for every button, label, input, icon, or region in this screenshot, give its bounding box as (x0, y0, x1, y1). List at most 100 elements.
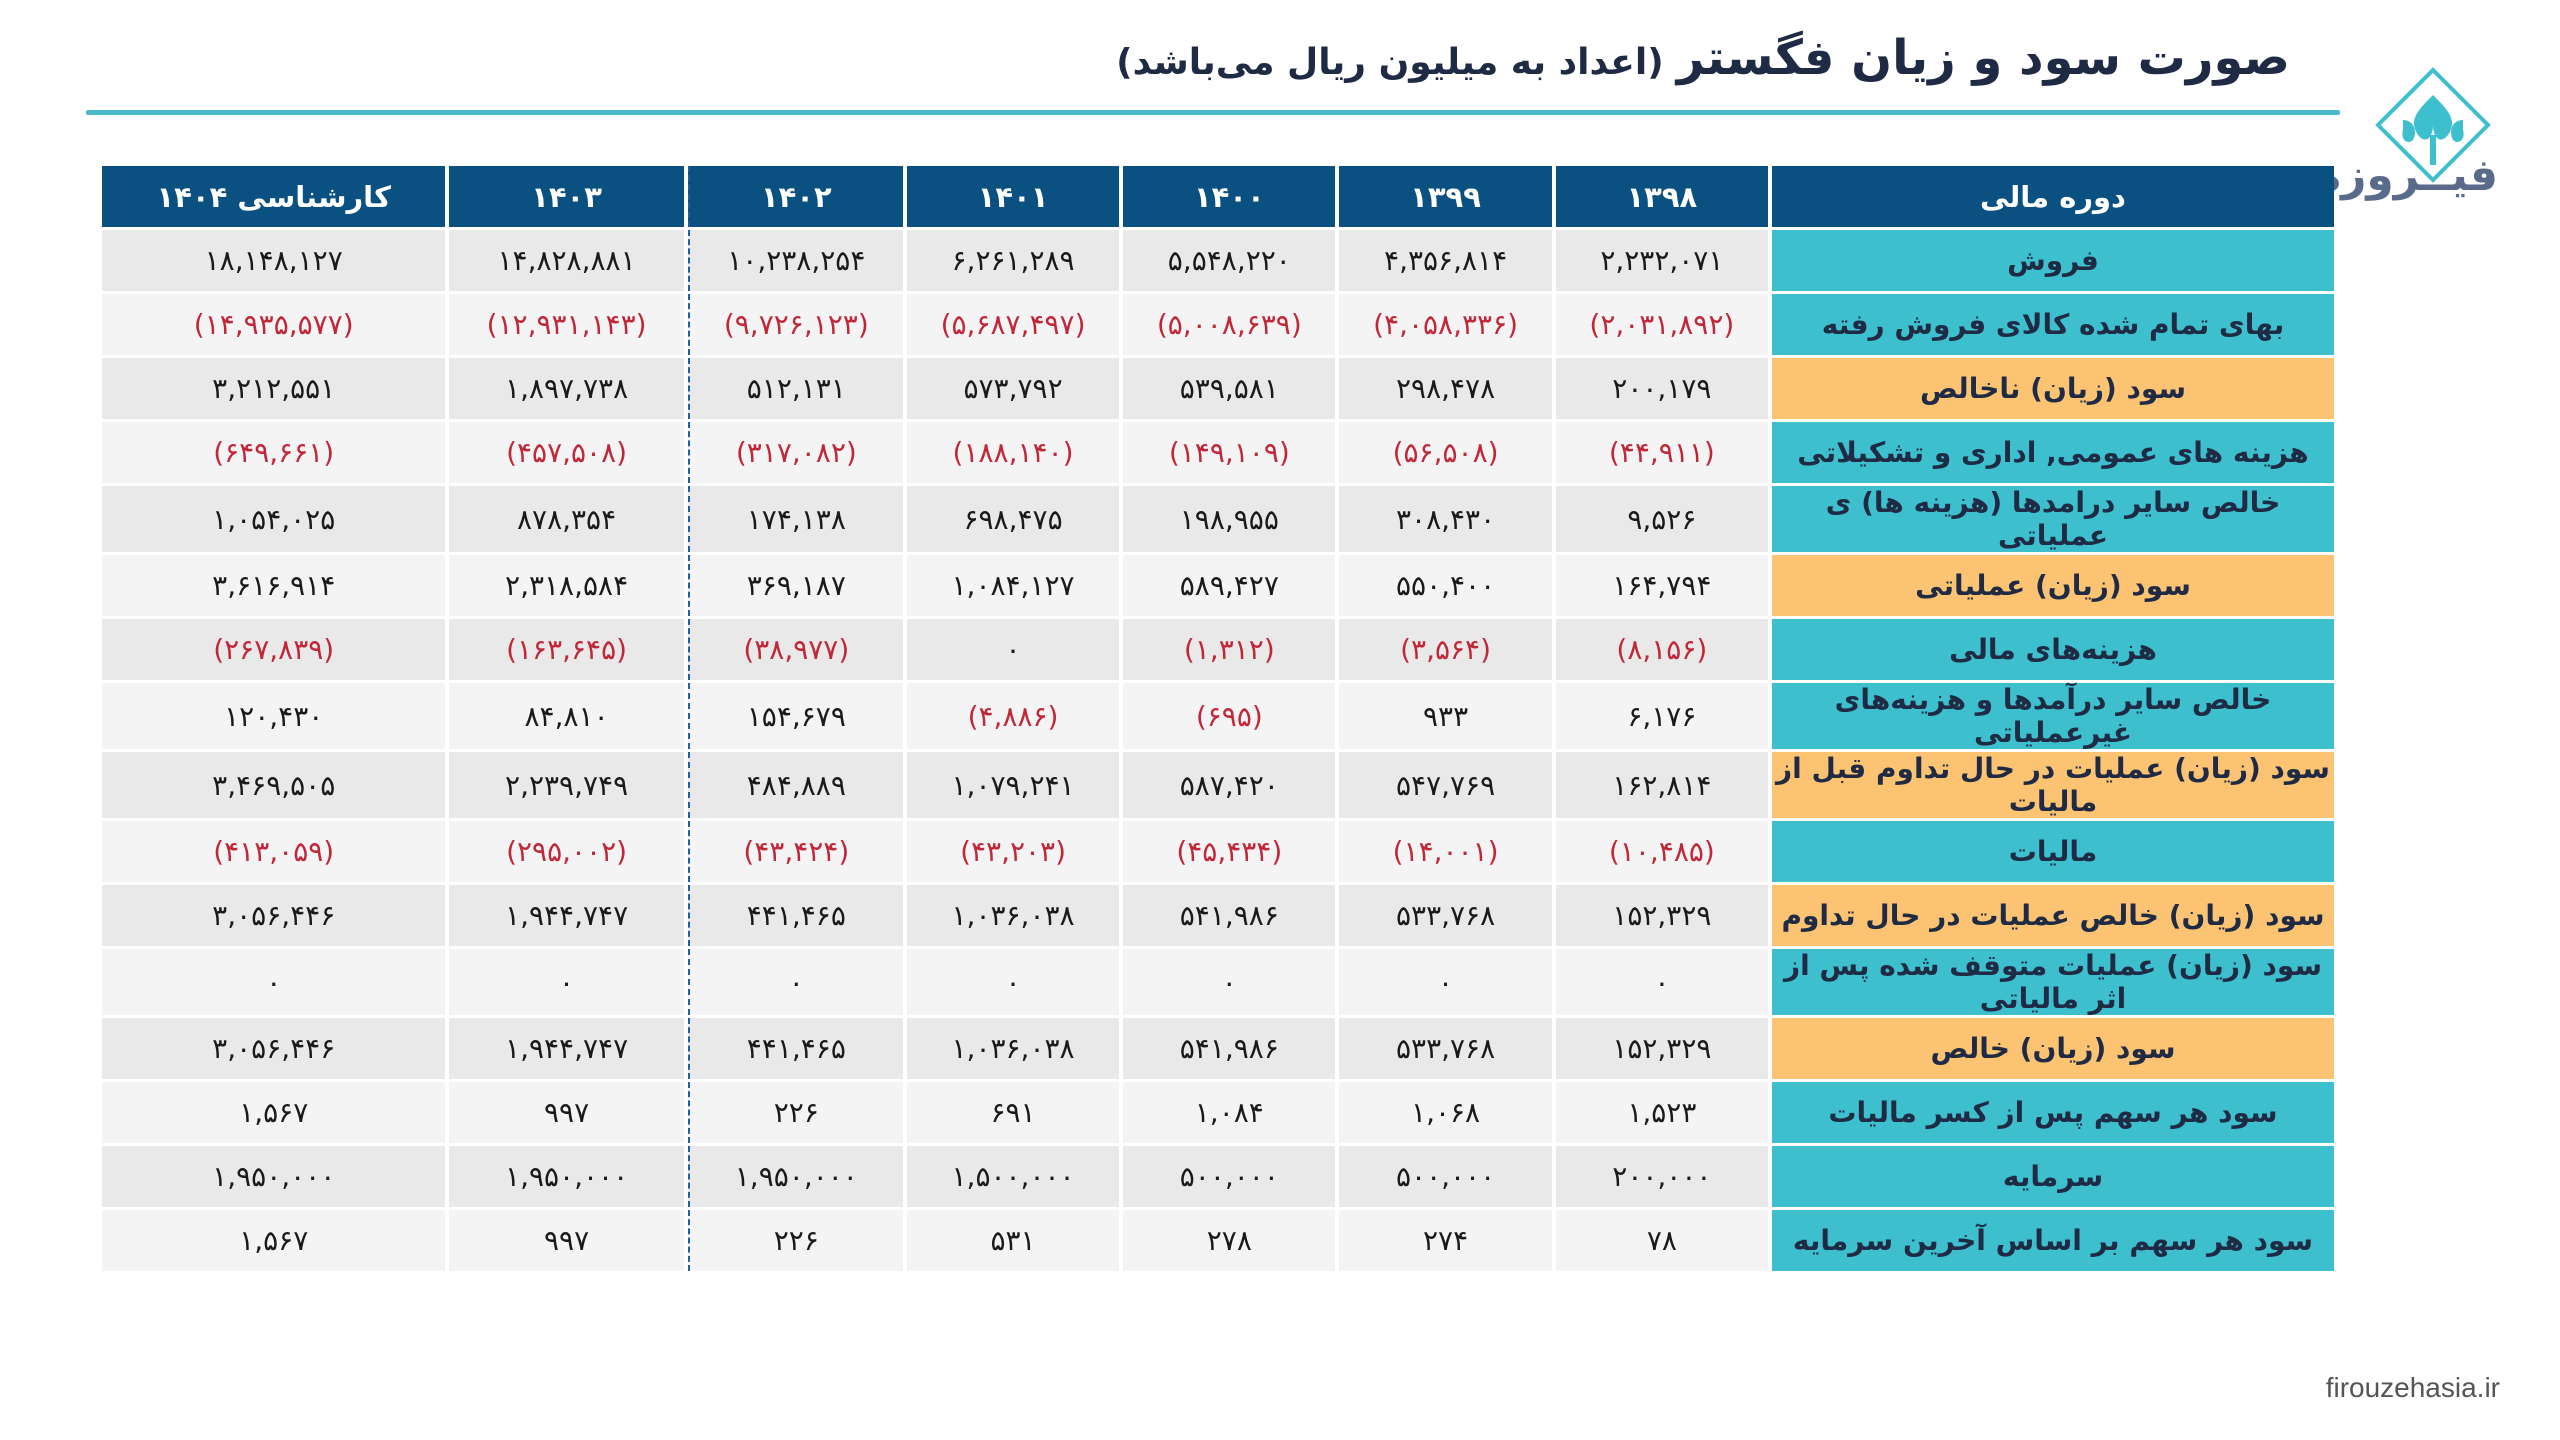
table-cell: (۳۸,۹۷۷) (687, 619, 903, 680)
table-cell: ۱,۵۶۷ (102, 1210, 446, 1271)
row-label: خالص سایر درامدها (هزینه ها) ی عملیاتی (1772, 486, 2334, 552)
table-cell: (۴۴,۹۱۱) (1555, 422, 1768, 483)
table-cell: ۲۰۰,۰۰۰ (1555, 1146, 1768, 1207)
row-label: سود (زیان) خالص عملیات در حال تداوم (1772, 885, 2334, 946)
table-row: ۱,۵۶۷ ۹۹۷ ۲۲۶ ۶۹۱ ۱,۰۸۴ ۱,۰۶۸ ۱,۵۲۳ سود هر سهم … (102, 1082, 2334, 1143)
row-label: فروش (1772, 230, 2334, 291)
table-cell: (۱,۳۱۲) (1123, 619, 1336, 680)
row-label: بهای تمام شده کالای فروش رفته (1772, 294, 2334, 355)
table-cell: ۵۵۰,۴۰۰ (1339, 555, 1552, 616)
header-year: ۱۴۰۰ (1123, 166, 1336, 227)
table-cell: ۶۹۱ (906, 1082, 1120, 1143)
table-cell: ۵۸۷,۴۲۰ (1123, 752, 1336, 818)
page-subtitle: (اعداد به میلیون ریال می‌باشد) (1116, 42, 1664, 83)
table-row: ۱,۵۶۷ ۹۹۷ ۲۲۶ ۵۳۱ ۲۷۸ ۲۷۴ ۷۸ سود هر سهم بر اساس… (102, 1210, 2334, 1271)
table-cell: (۴,۰۵۸,۳۳۶) (1339, 294, 1552, 355)
table-cell: ۴,۳۵۶,۸۱۴ (1339, 230, 1552, 291)
table-row: ۱,۰۵۴,۰۲۵ ۸۷۸,۳۵۴ ۱۷۴,۱۳۸ ۶۹۸,۴۷۵ ۱۹۸,۹۵۵ ۳۰۸… (102, 486, 2334, 552)
table-cell: (۶۹۵) (1123, 683, 1336, 749)
row-label: هزینه‌های مالی (1772, 619, 2334, 680)
table-cell: ۱,۰۸۴,۱۲۷ (906, 555, 1120, 616)
table-cell: ۹۹۷ (449, 1082, 684, 1143)
table-row: (۲۶۷,۸۳۹) (۱۶۳,۶۴۵) (۳۸,۹۷۷) ۰ (۱,۳۱۲) (۳,۵۶۴… (102, 619, 2334, 680)
table-cell: ۰ (102, 949, 446, 1015)
table-cell: ۱,۸۹۷,۷۳۸ (449, 358, 684, 419)
table-cell: ۱۶۲,۸۱۴ (1555, 752, 1768, 818)
table-row: ۳,۲۱۲,۵۵۱ ۱,۸۹۷,۷۳۸ ۵۱۲,۱۳۱ ۵۷۳,۷۹۲ ۵۳۹,۵۸۱ ۲… (102, 358, 2334, 419)
table-cell: ۱,۹۵۰,۰۰۰ (449, 1146, 684, 1207)
table-cell: ۵۴۱,۹۸۶ (1123, 885, 1336, 946)
table-cell: ۳۰۸,۴۳۰ (1339, 486, 1552, 552)
table-row: ۰ ۰ ۰ ۰ ۰ ۰ ۰ سود (زیان) عملیات متوقف شده پس از… (102, 949, 2334, 1015)
table-cell: ۱,۰۵۴,۰۲۵ (102, 486, 446, 552)
header-year: کارشناسی ۱۴۰۴ (102, 166, 446, 227)
table-cell: ۵,۵۴۸,۲۲۰ (1123, 230, 1336, 291)
table-cell: ۱,۰۳۶,۰۳۸ (906, 1018, 1120, 1079)
table-cell: ۲۰۰,۱۷۹ (1555, 358, 1768, 419)
table-cell: (۳۱۷,۰۸۲) (687, 422, 903, 483)
table-cell: ۱,۹۵۰,۰۰۰ (687, 1146, 903, 1207)
table-cell: ۲۲۶ (687, 1082, 903, 1143)
table-cell: ۱۸,۱۴۸,۱۲۷ (102, 230, 446, 291)
header-year: ۱۴۰۱ (906, 166, 1120, 227)
table-header-row: کارشناسی ۱۴۰۴ ۱۴۰۳ ۱۴۰۲ ۱۴۰۱ ۱۴۰۰ ۱۳۹۹ ۱۳۹۸ دور… (102, 166, 2334, 227)
table-cell: ۵۱۲,۱۳۱ (687, 358, 903, 419)
table-cell: ۶,۲۶۱,۲۸۹ (906, 230, 1120, 291)
table-cell: ۱,۰۶۸ (1339, 1082, 1552, 1143)
table-row: (۶۴۹,۶۶۱) (۴۵۷,۵۰۸) (۳۱۷,۰۸۲) (۱۸۸,۱۴۰) (۱۴۹… (102, 422, 2334, 483)
table-cell: ۱۰,۲۳۸,۲۵۴ (687, 230, 903, 291)
table-cell: ۴۸۴,۸۸۹ (687, 752, 903, 818)
table-cell: (۵۶,۵۰۸) (1339, 422, 1552, 483)
table-cell: ۱,۰۳۶,۰۳۸ (906, 885, 1120, 946)
header-year: ۱۴۰۳ (449, 166, 684, 227)
table-cell: ۲۲۶ (687, 1210, 903, 1271)
table-cell: (۴۳,۴۲۴) (687, 821, 903, 882)
table-cell: (۱۴,۹۳۵,۵۷۷) (102, 294, 446, 355)
table-cell: (۴۳,۲۰۳) (906, 821, 1120, 882)
table-cell: ۷۸ (1555, 1210, 1768, 1271)
table-row: ۳,۰۵۶,۴۴۶ ۱,۹۴۴,۷۴۷ ۴۴۱,۴۶۵ ۱,۰۳۶,۰۳۸ ۵۴۱,۹۸… (102, 885, 2334, 946)
row-label: سود (زیان) ناخالص (1772, 358, 2334, 419)
table-cell: ۱۵۴,۶۷۹ (687, 683, 903, 749)
table-cell: ۱۷۴,۱۳۸ (687, 486, 903, 552)
table-cell: ۵۴۷,۷۶۹ (1339, 752, 1552, 818)
table-row: ۱,۹۵۰,۰۰۰ ۱,۹۵۰,۰۰۰ ۱,۹۵۰,۰۰۰ ۱,۵۰۰,۰۰۰ ۵۰۰,… (102, 1146, 2334, 1207)
table-cell: ۵۰۰,۰۰۰ (1123, 1146, 1336, 1207)
row-label: سود (زیان) عملیات در حال تداوم قبل از ما… (1772, 752, 2334, 818)
table-cell: ۲,۳۱۸,۵۸۴ (449, 555, 684, 616)
table-cell: (۴۱۳,۰۵۹) (102, 821, 446, 882)
row-label: سود هر سهم پس از کسر مالیات (1772, 1082, 2334, 1143)
table-cell: ۳۶۹,۱۸۷ (687, 555, 903, 616)
table-cell: ۱۲۰,۴۳۰ (102, 683, 446, 749)
table-cell: ۵۷۳,۷۹۲ (906, 358, 1120, 419)
table-cell: ۵۳۱ (906, 1210, 1120, 1271)
table-cell: ۲۷۴ (1339, 1210, 1552, 1271)
table-cell: ۲,۲۳۹,۷۴۹ (449, 752, 684, 818)
table-cell: (۱۶۳,۶۴۵) (449, 619, 684, 680)
table-cell: ۰ (1555, 949, 1768, 1015)
table-row: ۳,۶۱۶,۹۱۴ ۲,۳۱۸,۵۸۴ ۳۶۹,۱۸۷ ۱,۰۸۴,۱۲۷ ۵۸۹,۴۲… (102, 555, 2334, 616)
title-divider (86, 110, 2340, 115)
table-cell: ۰ (687, 949, 903, 1015)
table-row: ۱۲۰,۴۳۰ ۸۴,۸۱۰ ۱۵۴,۶۷۹ (۴,۸۸۶) (۶۹۵) ۹۳۳ ۶,۱۷۶… (102, 683, 2334, 749)
table-cell: ۱۹۸,۹۵۵ (1123, 486, 1336, 552)
table-cell: ۴۴۱,۴۶۵ (687, 885, 903, 946)
table-cell: (۱۴۹,۱۰۹) (1123, 422, 1336, 483)
table-cell: ۱,۰۷۹,۲۴۱ (906, 752, 1120, 818)
table-row: (۱۴,۹۳۵,۵۷۷) (۱۲,۹۳۱,۱۴۳) (۹,۷۲۶,۱۲۳) (۵,۶۸… (102, 294, 2334, 355)
table-cell: ۸۷۸,۳۵۴ (449, 486, 684, 552)
table-cell: (۲۶۷,۸۳۹) (102, 619, 446, 680)
table-row: (۴۱۳,۰۵۹) (۲۹۵,۰۰۲) (۴۳,۴۲۴) (۴۳,۲۰۳) (۴۵,۴۳… (102, 821, 2334, 882)
table-cell: ۱,۹۵۰,۰۰۰ (102, 1146, 446, 1207)
table-cell: ۵۳۳,۷۶۸ (1339, 885, 1552, 946)
table-cell: ۵۳۳,۷۶۸ (1339, 1018, 1552, 1079)
table-cell: (۲۹۵,۰۰۲) (449, 821, 684, 882)
firouzeh-logo-icon (2375, 67, 2491, 183)
table-cell: (۶۴۹,۶۶۱) (102, 422, 446, 483)
table-cell: (۸,۱۵۶) (1555, 619, 1768, 680)
page-title: صورت سود و زیان فگستر (1676, 30, 2290, 86)
table-cell: (۱۰,۴۸۵) (1555, 821, 1768, 882)
table-cell: (۹,۷۲۶,۱۲۳) (687, 294, 903, 355)
table-cell: ۰ (906, 949, 1120, 1015)
table-cell: ۱,۵۲۳ (1555, 1082, 1768, 1143)
